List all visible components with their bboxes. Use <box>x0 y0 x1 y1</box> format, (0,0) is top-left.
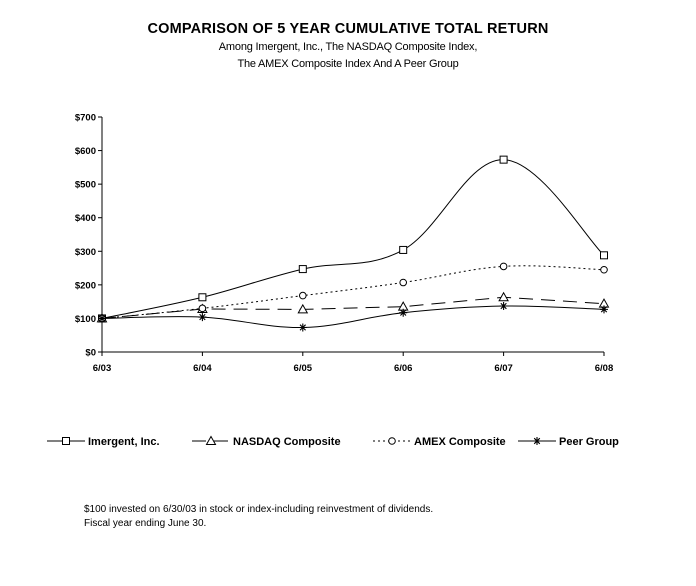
series-line-0 <box>101 159 605 319</box>
series-line-3 <box>101 305 605 328</box>
series-0-point-3 <box>399 245 408 254</box>
series-2-point-4 <box>499 262 508 271</box>
series-0-point-2 <box>298 265 307 274</box>
y-tick-label: $200 <box>75 280 96 291</box>
y-tick-label: $700 <box>75 113 96 124</box>
x-tick-label: 6/03 <box>93 363 112 374</box>
series-line-2 <box>101 265 605 319</box>
y-tick-label: $0 <box>85 348 96 359</box>
series-2-point-1 <box>198 304 207 313</box>
chart-title: COMPARISON OF 5 YEAR CUMULATIVE TOTAL RE… <box>147 21 549 37</box>
y-tick-label: $300 <box>75 247 96 258</box>
series-2-point-3 <box>399 278 408 287</box>
legend-label-0: Imergent, Inc. <box>88 436 160 448</box>
y-tick-label: $500 <box>75 180 96 191</box>
series-0-point-5 <box>600 251 608 260</box>
series-3-point-3 <box>399 308 408 317</box>
line-chart: $0 $100 $200 $300 $400 $500 $600 $700 6/03 6/04 6/… <box>47 113 619 448</box>
x-tick-label: 6/05 <box>294 363 313 374</box>
series-1-point-2 <box>297 303 309 314</box>
y-tick-label: $100 <box>75 314 96 325</box>
x-tick-label: 6/08 <box>595 363 614 374</box>
legend-marker-2 <box>388 437 396 445</box>
series-2-point-5 <box>600 265 608 274</box>
legend-marker-1 <box>205 435 217 445</box>
series-3-point-0 <box>98 314 106 323</box>
footnote-investment: $100 invested on 6/30/03 in stock or ind… <box>84 504 434 515</box>
footnotes: $100 invested on 6/30/03 in stock or ind… <box>84 503 433 531</box>
series-0-point-1 <box>198 293 207 302</box>
y-tick-label: $400 <box>75 213 96 224</box>
chart-subtitle-line-2: The AMEX Composite Index And A Peer Grou… <box>237 58 459 70</box>
series-0-point-4 <box>499 155 508 164</box>
series-3-point-2 <box>298 323 307 332</box>
series-3-point-1 <box>198 313 207 322</box>
series-3-point-4 <box>499 302 508 311</box>
x-tick-label: 6/04 <box>193 363 212 374</box>
legend-marker-3 <box>533 437 541 445</box>
x-tick-label: 6/06 <box>394 363 413 374</box>
y-tick-label: $600 <box>75 146 96 157</box>
legend-label-3: Peer Group <box>559 436 619 448</box>
legend-marker-0 <box>62 437 70 445</box>
legend-label-2: AMEX Composite <box>414 436 506 448</box>
legend-label-1: NASDAQ Composite <box>233 436 341 448</box>
series-3-point-5 <box>600 305 608 314</box>
series-2-point-2 <box>299 291 307 300</box>
footnote-fiscal-year: Fiscal year ending June 30. <box>84 518 207 529</box>
series-1-point-4 <box>498 291 509 302</box>
series-line-1 <box>101 296 605 319</box>
chart-subtitle-line-1: Among Imergent, Inc., The NASDAQ Composi… <box>218 41 478 53</box>
x-tick-label: 6/07 <box>494 363 513 374</box>
